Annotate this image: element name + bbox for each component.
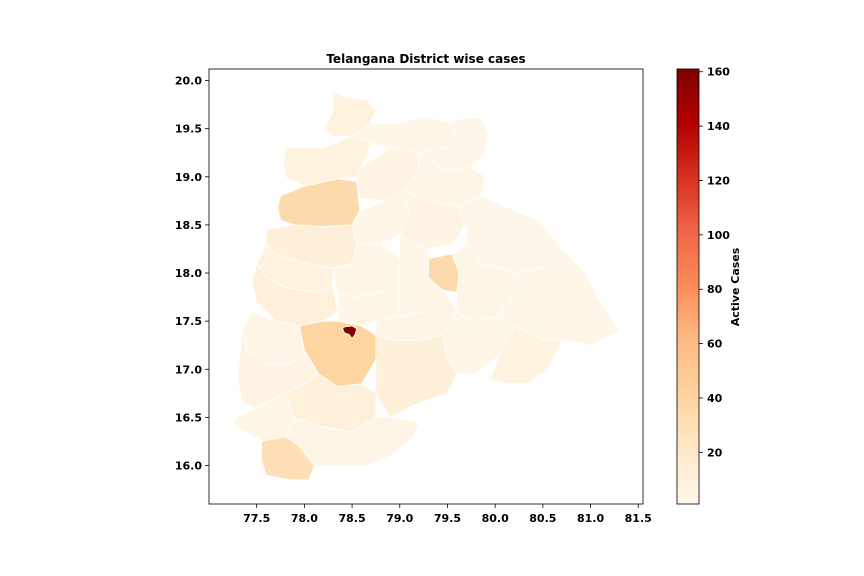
region-khammam	[489, 325, 563, 385]
y-tick-label: 17.0	[175, 363, 202, 376]
colorbar-ticks: 20 40 60 80 100 120 140 160	[699, 66, 730, 459]
colorbar-tick-label: 120	[707, 174, 730, 187]
y-tick-label: 20.0	[175, 75, 202, 88]
x-tick-label: 81.0	[577, 512, 604, 525]
region-east-mid-1	[399, 190, 467, 250]
region-nalgonda	[375, 335, 458, 418]
y-tick-label: 17.5	[175, 315, 202, 328]
y-tick-label: 18.5	[175, 219, 202, 232]
y-tick-label: 16.0	[175, 460, 202, 473]
colorbar-label: Active Cases	[729, 247, 742, 326]
colorbar-tick-label: 160	[707, 66, 730, 79]
x-tick-label: 78.5	[339, 512, 366, 525]
colorbar	[676, 68, 700, 505]
x-tick-label: 78.0	[291, 512, 318, 525]
colorbar-tick-label: 100	[707, 229, 730, 242]
colorbar-tick-label: 40	[707, 392, 723, 405]
y-tick-label: 16.5	[175, 411, 202, 424]
axes-frame	[208, 68, 644, 505]
x-tick-label: 79.0	[386, 512, 413, 525]
chart-title: Telangana District wise cases	[326, 52, 525, 66]
colorbar-tick-label: 140	[707, 120, 730, 133]
region-hyderabad	[342, 325, 358, 340]
x-axis: 77.5 78.0 78.5 79.0 79.5 80.0 80.5 81.0 81.5	[243, 504, 652, 525]
colorbar-tick-label: 20	[707, 446, 723, 459]
colorbar-tick-label: 60	[707, 338, 723, 351]
y-tick-label: 18.0	[175, 267, 202, 280]
x-tick-label: 80.0	[482, 512, 509, 525]
y-axis: 16.0 16.5 17.0 17.5 18.0 18.5 19.0 19.5 20.0	[175, 75, 209, 473]
y-tick-label: 19.5	[175, 123, 202, 136]
x-tick-label: 79.5	[434, 512, 461, 525]
colorbar-tick-label: 80	[707, 283, 723, 296]
region-sangareddy	[251, 262, 339, 327]
y-tick-label: 19.0	[175, 171, 202, 184]
region-nizamabad	[277, 178, 361, 228]
map-regions	[232, 91, 620, 481]
x-tick-label: 81.5	[625, 512, 652, 525]
x-tick-label: 77.5	[243, 512, 270, 525]
region-nagarkurnool	[284, 416, 420, 466]
x-tick-label: 80.5	[529, 512, 556, 525]
